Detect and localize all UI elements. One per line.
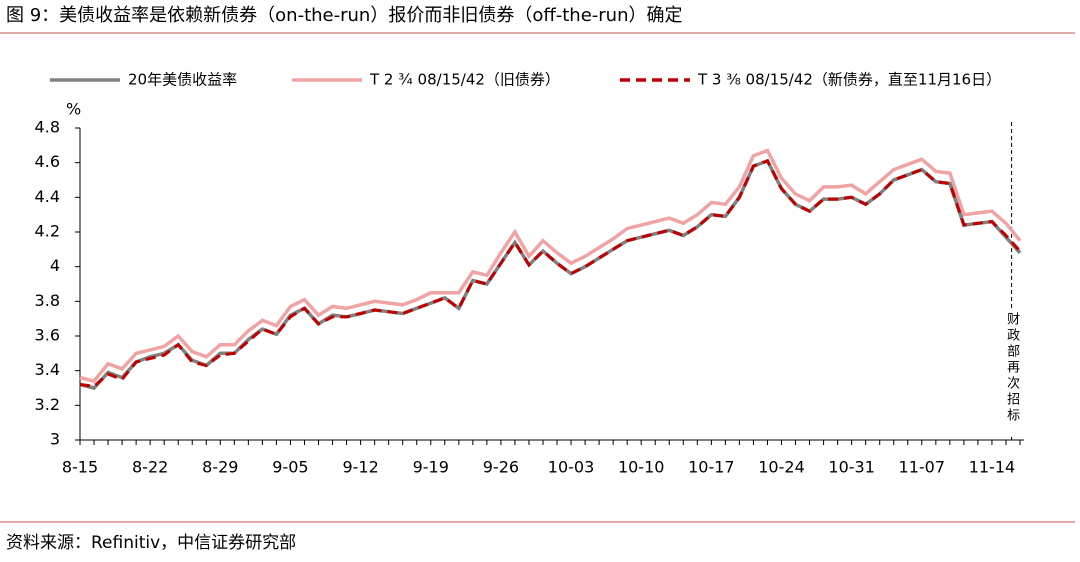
legend-label: T 3 ⅜ 08/15/42（新债券，直至11月16日） — [697, 71, 1001, 89]
series-line — [79, 148, 1022, 384]
source: 资料来源：Refinitiv，中信证券研究部 — [6, 533, 296, 553]
x-tick-label: 9-05 — [272, 458, 308, 477]
x-tick-label: 9-12 — [342, 458, 378, 477]
y-tick-label: 4.6 — [35, 152, 60, 171]
x-tick-label: 8-15 — [62, 458, 98, 477]
y-tick-label: 4.2 — [35, 222, 60, 241]
x-tick-label: 10-24 — [758, 458, 805, 477]
legend-label: 20年美债收益率 — [128, 71, 237, 89]
x-tick-label: 8-22 — [132, 458, 168, 477]
y-tick-label: 3.8 — [35, 291, 60, 310]
x-tick-label: 9-19 — [413, 458, 449, 477]
y-tick-label: 3 — [50, 430, 60, 449]
x-tick-label: 10-31 — [828, 458, 875, 477]
x-tick-label: 10-03 — [548, 458, 595, 477]
y-tick-label: 4.4 — [35, 187, 60, 206]
x-tick-label: 8-29 — [202, 458, 238, 477]
chart-title: 图 9：美债收益率是依赖新债券（on-the-run）报价而非旧债券（off-t… — [6, 5, 683, 26]
x-tick-label: 10-17 — [688, 458, 735, 477]
y-tick-label: 3.4 — [35, 360, 60, 379]
series-line — [79, 159, 1022, 388]
x-tick-label: 11-07 — [899, 458, 946, 477]
y-tick-label: 4.8 — [35, 118, 60, 137]
y-tick-label: 3.6 — [35, 326, 60, 345]
x-tick-label: 9-26 — [483, 458, 519, 477]
y-axis-label: % — [66, 100, 81, 119]
x-tick-label: 10-10 — [618, 458, 665, 477]
legend-label: T 2 ¾ 08/15/42（旧债券） — [369, 71, 560, 89]
annotation-bg — [1003, 308, 1020, 436]
y-tick-label: 4 — [50, 256, 60, 275]
y-tick-label: 3.2 — [35, 395, 60, 414]
annotation: 财政部再次招标 — [1004, 312, 1020, 424]
x-tick-label: 11-14 — [969, 458, 1016, 477]
